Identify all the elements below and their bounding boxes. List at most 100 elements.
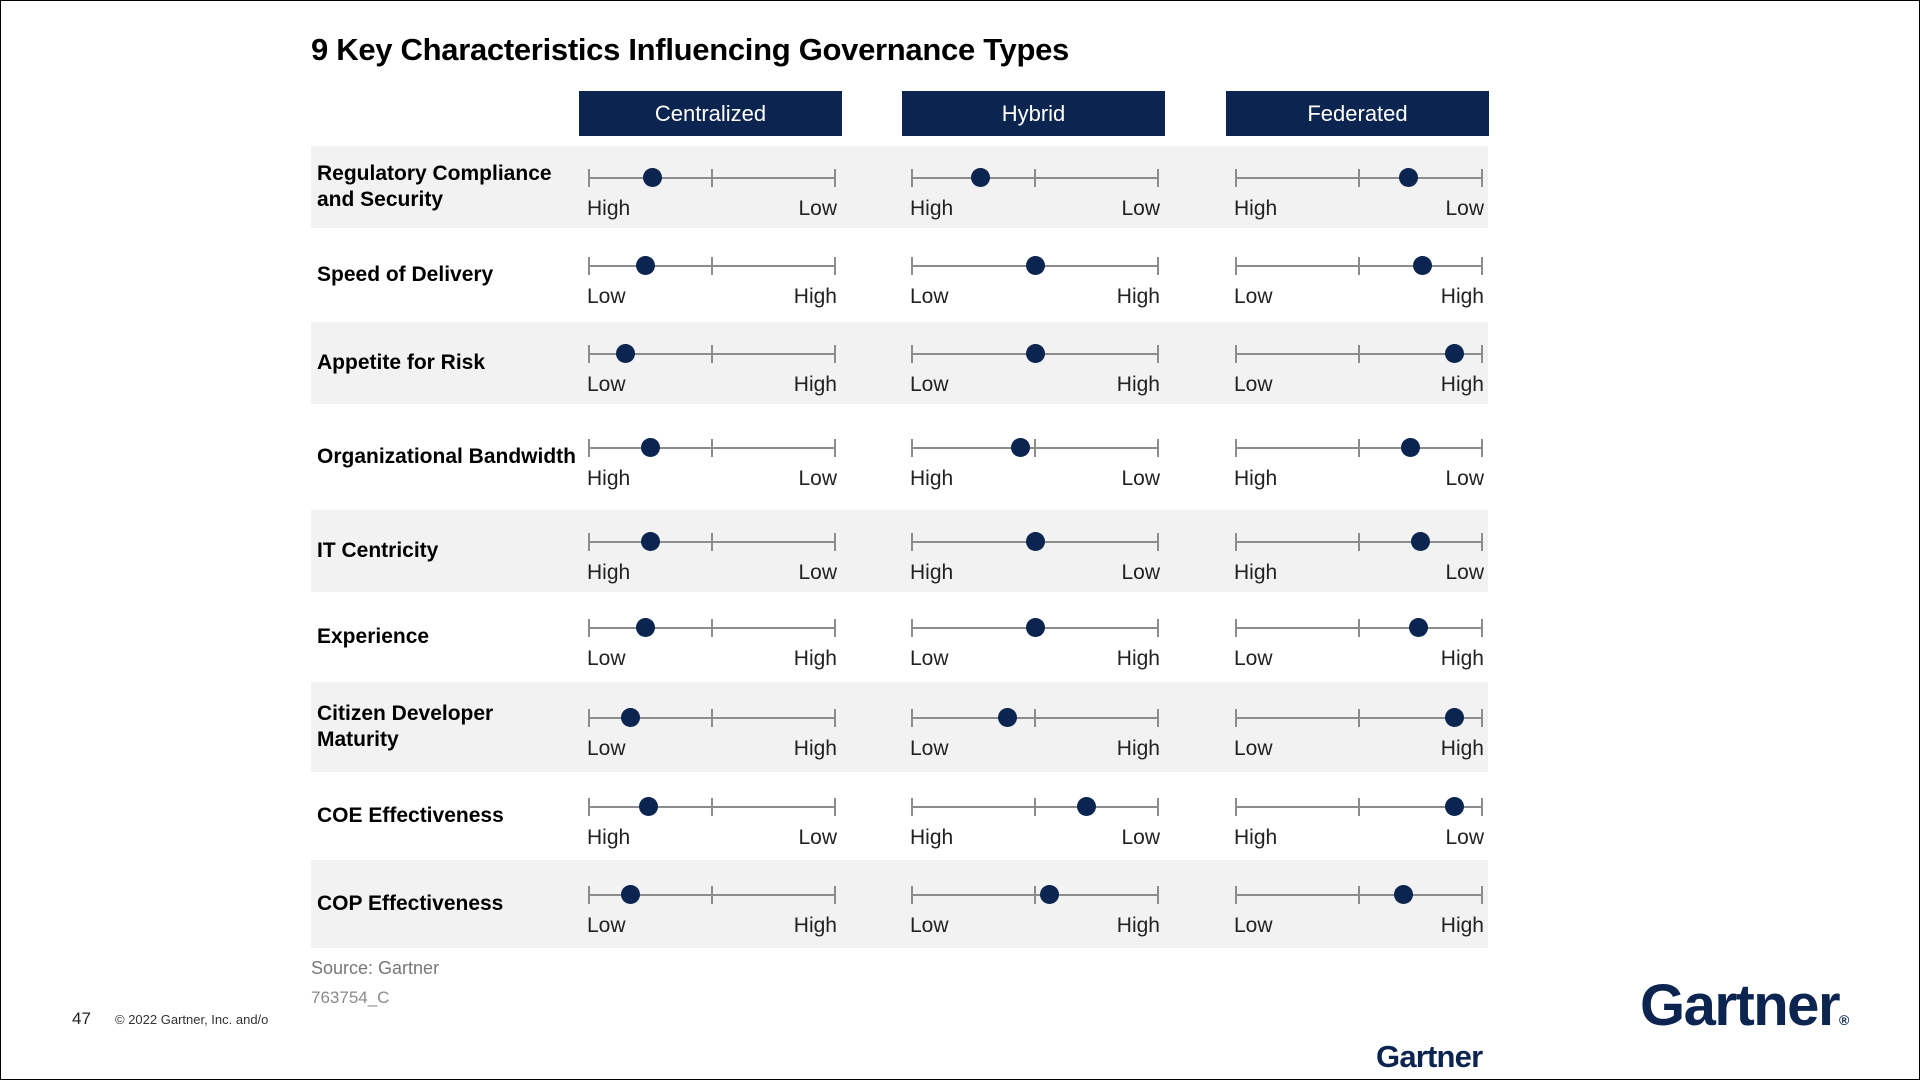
scale-tick [588,439,590,457]
scale-right-label: Low [1445,826,1484,849]
scale-left-label: Low [910,373,949,396]
scale-tick [1358,709,1360,727]
characteristic-row: COE Effectiveness High Low High Low High Low [311,772,1488,860]
rating-marker [1401,438,1421,457]
scale-tick [588,886,590,904]
scale-left-label: High [1234,826,1278,849]
scale-tick [1481,886,1483,904]
scale-right-label: High [1440,373,1484,396]
rating-marker [643,168,663,187]
rating-marker [1445,344,1465,363]
scale-right-label: High [793,373,837,396]
scale-tick [1481,439,1483,457]
rating-marker [621,708,641,727]
scale-tick [1358,619,1360,637]
scale-tick [711,257,713,275]
rating-marker [641,532,660,551]
rating-scale-hybrid: High Low [910,796,1175,876]
scale-tick [1235,345,1237,363]
rating-scale-centralized: Low High [587,707,852,787]
scale-right-label: High [793,914,837,937]
scale-tick [834,798,836,816]
scale-tick [1358,257,1360,275]
scale-tick [1157,886,1159,904]
scale-right-label: Low [798,561,837,584]
logo-wordmark: Gartner [1640,973,1841,1038]
scale-tick [1358,169,1360,187]
characteristic-label: COE Effectiveness [317,804,504,827]
rating-marker [638,797,658,816]
scale-tick [911,619,913,637]
rating-marker [1077,797,1097,816]
scale-tick [1235,257,1237,275]
scale-left-label: Low [587,285,626,308]
rating-scale-centralized: Low High [587,884,852,964]
characteristic-label: COP Effectiveness [317,892,504,915]
rating-scale-centralized: High Low [587,167,852,247]
scale-right-label: Low [1121,561,1160,584]
rating-scale-federated: High Low [1234,796,1499,876]
scale-left-label: High [910,467,954,490]
scale-right-label: Low [798,826,837,849]
scale-tick [588,619,590,637]
scale-tick [1157,798,1159,816]
scale-tick [834,439,836,457]
characteristic-row: Organizational Bandwidth High Low High Low Hi… [311,404,1488,510]
rating-scale-centralized: Low High [587,255,852,335]
scale-left-label: Low [1234,285,1273,308]
document-id: 763754_C [311,988,390,1007]
scale-tick [1034,439,1036,457]
scale-tick [834,257,836,275]
scale-tick [1034,798,1036,816]
scale-tick [834,709,836,727]
rating-scale-federated: High Low [1234,437,1499,517]
scale-left-label: High [910,826,954,849]
scale-tick [1235,619,1237,637]
characteristic-label: Experience [317,625,430,648]
characteristic-row: Citizen Developer Maturity Low High Low High… [311,682,1488,772]
column-header-hybrid: Hybrid [902,91,1165,136]
scale-left-label: Low [587,737,626,760]
characteristic-label: Citizen Developer Maturity [317,702,494,751]
scale-right-label: Low [1121,826,1160,849]
rating-marker [621,885,641,904]
rating-scale-hybrid: Low High [910,255,1175,335]
scale-tick [911,709,913,727]
characteristic-label: Speed of Delivery [317,263,494,286]
scale-left-label: High [587,561,631,584]
scale-tick [1481,709,1483,727]
rating-scale-federated: Low High [1234,707,1499,787]
scale-right-label: High [1116,373,1160,396]
scale-tick [711,533,713,551]
scale-tick [711,798,713,816]
scale-right-label: High [1116,737,1160,760]
rating-scale-federated: Low High [1234,617,1499,697]
scale-tick [1157,709,1159,727]
scale-tick [1481,533,1483,551]
scale-tick [911,345,913,363]
rating-marker [1025,344,1045,363]
rating-marker [636,256,656,275]
rating-scale-hybrid: Low High [910,707,1175,787]
rating-scale-centralized: High Low [587,796,852,876]
scale-tick [1235,709,1237,727]
source-note: Source: Gartner [311,958,440,978]
scale-right-label: High [793,285,837,308]
scale-tick [1034,169,1036,187]
scale-left-label: Low [587,647,626,670]
scale-right-label: High [793,737,837,760]
scale-tick [834,619,836,637]
scale-right-label: High [1116,285,1160,308]
scale-tick [1481,257,1483,275]
scale-tick [834,533,836,551]
rating-marker [1040,885,1060,904]
rating-scale-hybrid: High Low [910,531,1175,611]
rating-scale-centralized: Low High [587,343,852,423]
scale-left-label: High [1234,467,1278,490]
scale-tick [711,886,713,904]
scale-tick [911,886,913,904]
rating-marker [1413,256,1433,275]
scale-tick [1157,533,1159,551]
scale-right-label: Low [798,197,837,220]
column-header-centralized: Centralized [579,91,842,136]
